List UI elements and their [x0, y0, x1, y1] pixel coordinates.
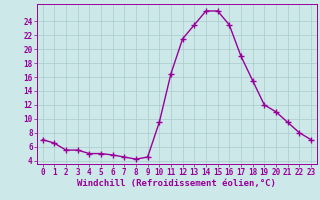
- X-axis label: Windchill (Refroidissement éolien,°C): Windchill (Refroidissement éolien,°C): [77, 179, 276, 188]
